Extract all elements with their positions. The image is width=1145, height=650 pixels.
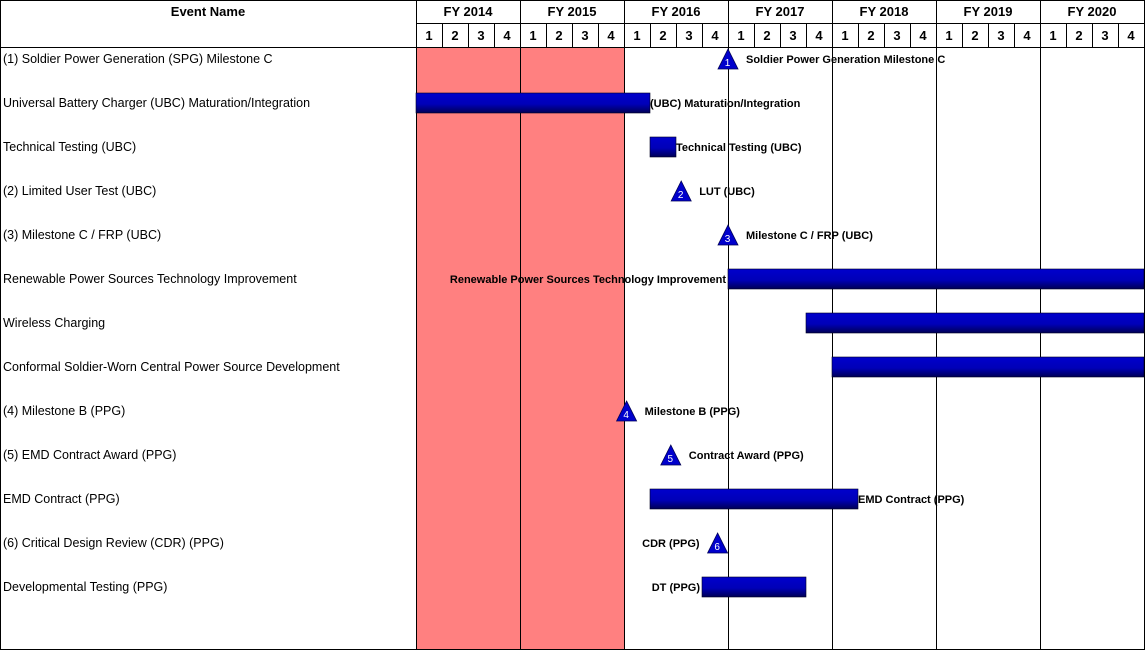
milestone-label: LUT (UBC)	[699, 186, 755, 198]
event-name-header: Event Name	[171, 4, 245, 19]
quarter-label: 4	[1127, 28, 1135, 43]
quarter-label: 4	[1023, 28, 1031, 43]
quarter-label: 2	[763, 28, 770, 43]
fiscal-year-label: FY 2017	[756, 4, 805, 19]
fiscal-year-label: FY 2019	[964, 4, 1013, 19]
quarter-label: 1	[633, 28, 640, 43]
quarter-label: 2	[659, 28, 666, 43]
milestone-label: Milestone C / FRP (UBC)	[746, 230, 873, 242]
fiscal-year-label: FY 2014	[444, 4, 494, 19]
milestone-number: 3	[725, 234, 731, 245]
gantt-bar	[701, 576, 807, 598]
bar-label: EMD Contract (PPG)	[858, 494, 965, 506]
milestone-label: Soldier Power Generation Milestone C	[746, 54, 945, 66]
quarter-label: 1	[1049, 28, 1056, 43]
event-name: Developmental Testing (PPG)	[3, 580, 167, 594]
quarter-label: 3	[997, 28, 1004, 43]
event-name: (6) Critical Design Review (CDR) (PPG)	[3, 536, 224, 550]
milestone-triangle	[717, 48, 739, 70]
event-name: Renewable Power Sources Technology Impro…	[3, 272, 297, 286]
quarter-label: 4	[503, 28, 511, 43]
milestone-triangle	[670, 180, 692, 202]
quarter-label: 3	[477, 28, 484, 43]
quarter-label: 3	[893, 28, 900, 43]
quarter-label: 1	[425, 28, 432, 43]
bar-label: Renewable Power Sources Technology Impro…	[450, 274, 726, 286]
milestone-triangle	[706, 532, 729, 554]
quarter-label: 1	[945, 28, 952, 43]
event-name: Conformal Soldier-Worn Central Power Sou…	[3, 360, 340, 374]
gantt-bar	[415, 92, 651, 114]
quarter-label: 4	[919, 28, 927, 43]
milestone-label: Contract Award (PPG)	[689, 450, 804, 462]
gantt-bar	[649, 136, 677, 158]
quarter-label: 3	[789, 28, 796, 43]
quarter-label: 2	[1075, 28, 1082, 43]
quarter-label: 4	[711, 28, 719, 43]
milestone-label: Milestone B (PPG)	[645, 406, 741, 418]
quarter-label: 1	[529, 28, 536, 43]
event-name: (2) Limited User Test (UBC)	[3, 184, 156, 198]
event-name: Technical Testing (UBC)	[3, 140, 136, 154]
gantt-bar	[805, 312, 1145, 334]
quarter-label: 2	[555, 28, 562, 43]
gantt-bar	[831, 356, 1145, 378]
event-name: Wireless Charging	[3, 316, 105, 330]
milestone-triangle	[717, 224, 739, 246]
event-name: (1) Soldier Power Generation (SPG) Miles…	[3, 52, 273, 66]
quarter-label: 3	[1101, 28, 1108, 43]
milestone-triangle	[660, 444, 682, 466]
quarter-label: 3	[685, 28, 692, 43]
milestone-number: 4	[623, 410, 629, 421]
quarter-label: 1	[841, 28, 848, 43]
bar-label: DT (PPG)	[652, 582, 701, 594]
quarter-label: 2	[971, 28, 978, 43]
quarter-label: 4	[815, 28, 823, 43]
fiscal-year-label: FY 2015	[548, 4, 597, 19]
quarter-label: 1	[737, 28, 744, 43]
milestone-number: 5	[668, 454, 674, 465]
event-name: (4) Milestone B (PPG)	[3, 404, 125, 418]
quarter-label: 2	[867, 28, 874, 43]
fiscal-year-label: FY 2020	[1068, 4, 1117, 19]
quarter-label: 3	[581, 28, 588, 43]
fiscal-year-label: FY 2016	[652, 4, 701, 19]
gantt-bar	[649, 488, 859, 510]
fiscal-year-label: FY 2018	[860, 4, 909, 19]
bar-label: Technical Testing (UBC)	[676, 142, 802, 154]
quarter-label: 4	[607, 28, 615, 43]
milestone-number: 1	[725, 58, 731, 69]
milestone-number: 6	[714, 542, 720, 553]
event-name: Universal Battery Charger (UBC) Maturati…	[3, 96, 310, 110]
bar-label: (UBC) Maturation/Integration	[650, 98, 801, 110]
event-name: (3) Milestone C / FRP (UBC)	[3, 228, 161, 242]
milestone-triangle	[615, 400, 638, 422]
milestone-number: 2	[678, 190, 684, 201]
quarter-label: 2	[451, 28, 458, 43]
gantt-bar	[727, 268, 1145, 290]
event-name: (5) EMD Contract Award (PPG)	[3, 448, 176, 462]
milestone-label: CDR (PPG)	[642, 538, 700, 550]
event-name: EMD Contract (PPG)	[3, 492, 120, 506]
